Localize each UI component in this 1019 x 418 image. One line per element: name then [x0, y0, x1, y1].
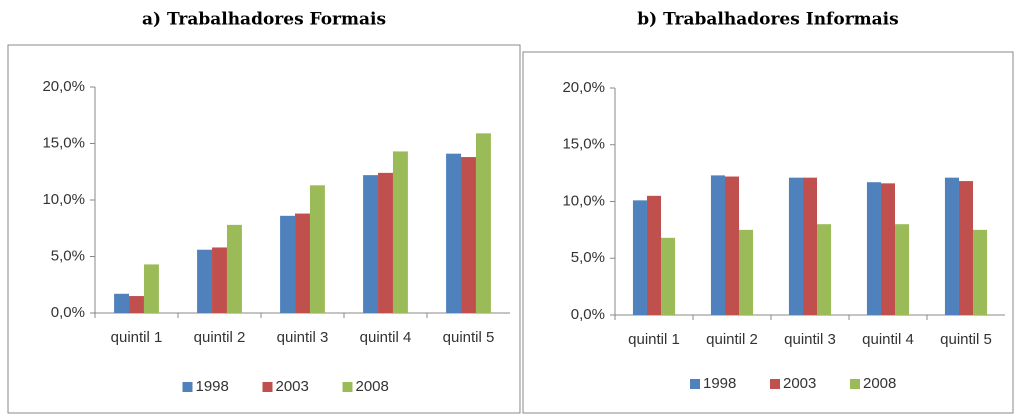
- bar: [973, 229, 988, 315]
- y-tick-label: 5,0%: [51, 247, 85, 264]
- chart-frame: [522, 51, 1014, 414]
- y-tick-label: 5,0%: [571, 249, 605, 266]
- legend-label: 1998: [196, 378, 229, 395]
- legend-swatch: [690, 379, 700, 389]
- x-tick-label: quintil 5: [443, 329, 495, 346]
- bar: [866, 182, 881, 315]
- bar: [197, 249, 213, 313]
- bar: [739, 229, 754, 315]
- chart-title: a) Trabalhadores Formais: [142, 10, 386, 30]
- bar: [446, 153, 462, 313]
- legend-label: 2008: [863, 375, 896, 392]
- bar: [280, 215, 296, 313]
- x-tick-label: quintil 2: [194, 329, 246, 346]
- y-tick-label: 15,0%: [42, 134, 85, 151]
- bar: [475, 133, 491, 313]
- legend-swatch: [342, 382, 353, 392]
- bar: [461, 157, 476, 313]
- y-tick-label: 15,0%: [562, 136, 605, 153]
- bar: [646, 195, 662, 315]
- bar: [378, 172, 393, 313]
- bar: [958, 181, 974, 315]
- bar: [392, 151, 408, 313]
- y-tick-label: 20,0%: [42, 78, 85, 95]
- bar: [710, 175, 725, 315]
- x-tick-label: quintil 5: [940, 331, 992, 348]
- x-tick-label: quintil 3: [784, 331, 836, 348]
- x-tick-label: quintil 1: [111, 329, 163, 346]
- legend-swatch: [262, 382, 273, 392]
- bar: [363, 175, 379, 313]
- y-tick-label: 20,0%: [562, 79, 605, 96]
- bar: [143, 264, 159, 313]
- y-tick-label: 0,0%: [571, 306, 605, 323]
- x-tick-label: quintil 1: [628, 331, 680, 348]
- legend-label: 2008: [356, 378, 389, 395]
- legend-label: 1998: [703, 375, 736, 392]
- y-tick-label: 10,0%: [562, 192, 605, 209]
- chart-frame: [7, 44, 521, 414]
- x-tick-label: quintil 4: [862, 331, 914, 348]
- legend-label: 2003: [783, 375, 816, 392]
- bar: [129, 296, 144, 313]
- x-tick-label: quintil 3: [277, 329, 329, 346]
- bar: [309, 185, 325, 313]
- bar: [788, 177, 803, 315]
- bar: [114, 293, 130, 313]
- x-tick-label: quintil 4: [360, 329, 412, 346]
- bar: [212, 247, 227, 313]
- bar: [226, 224, 242, 313]
- x-tick-label: quintil 2: [706, 331, 758, 348]
- y-tick-label: 0,0%: [51, 304, 85, 321]
- bar: [880, 183, 896, 315]
- legend-label: 2003: [276, 378, 309, 395]
- bar: [295, 213, 310, 313]
- bar: [895, 224, 910, 315]
- bar: [802, 177, 818, 315]
- legend-swatch: [770, 379, 780, 389]
- bar: [661, 237, 676, 315]
- bar: [632, 200, 647, 315]
- bar: [944, 177, 959, 315]
- legend-swatch: [182, 382, 193, 392]
- bar: [817, 224, 832, 315]
- y-tick-label: 10,0%: [42, 191, 85, 208]
- bar: [724, 176, 740, 315]
- chart-title: b) Trabalhadores Informais: [637, 10, 898, 30]
- legend-swatch: [850, 379, 860, 389]
